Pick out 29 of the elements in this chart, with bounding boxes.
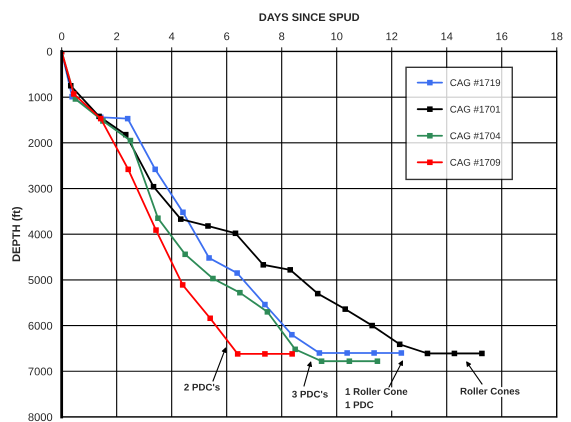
- legend-label: CAG #1704: [450, 132, 500, 140]
- x-tick-label: 12: [386, 32, 398, 40]
- y-tick-label: 7000: [28, 368, 52, 376]
- legend-label: CAG #1701: [450, 106, 500, 113]
- x-axis-title: DAYS SINCE SPUD: [260, 13, 360, 22]
- y-tick-label: 3000: [28, 184, 52, 193]
- x-tick-label: 8: [279, 32, 284, 40]
- x-tick-label: 16: [496, 32, 508, 40]
- annotation: 3 PDC's: [292, 390, 328, 398]
- annotation: Roller Cones: [460, 387, 520, 395]
- legend-label: CAG #1719: [450, 79, 500, 86]
- y-tick-label: 0: [46, 48, 52, 56]
- x-tick-label: 2: [114, 32, 120, 40]
- y-tick-label: 6000: [28, 322, 52, 330]
- x-tick-label: 18: [551, 32, 562, 40]
- legend-label: CAG #1709: [450, 158, 500, 166]
- y-tick-label: 2000: [28, 139, 52, 147]
- x-tick-label: 14: [441, 32, 453, 40]
- y-axis-title: DEPTH (ft): [12, 206, 22, 262]
- x-tick-label: 10: [331, 32, 342, 40]
- annotation: 2 PDC's: [184, 384, 220, 391]
- y-tick-label: 8000: [28, 413, 52, 422]
- x-tick-label: 4: [168, 32, 174, 40]
- y-tick-label: 5000: [28, 276, 52, 284]
- annotation: 1 Roller Cone 1 PDC: [346, 388, 408, 408]
- x-tick-label: 6: [224, 32, 230, 40]
- y-tick-label: 1000: [28, 93, 52, 102]
- y-tick-label: 4000: [28, 230, 52, 238]
- x-tick-label: 0: [59, 32, 64, 40]
